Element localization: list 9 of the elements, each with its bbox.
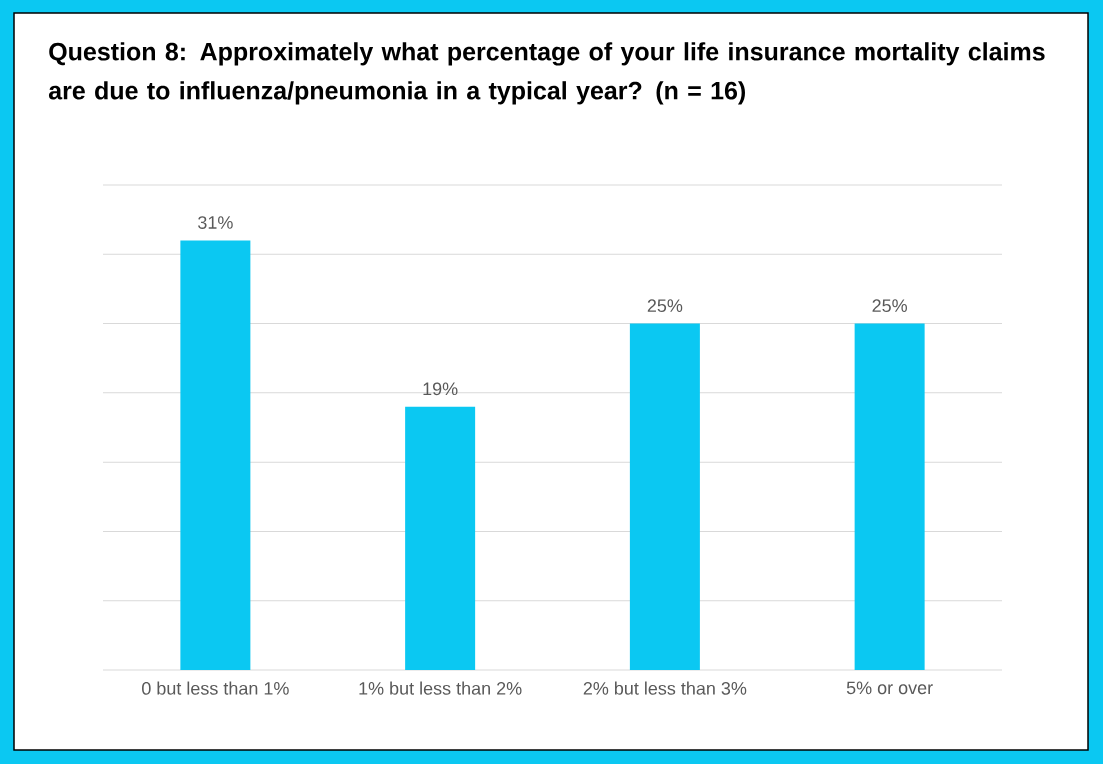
x-tick-label: 0 but less than 1% xyxy=(142,681,289,695)
data-label: 19% xyxy=(423,382,458,396)
data-label: 25% xyxy=(647,299,683,313)
x-tick-label: 2% but less than 3% xyxy=(583,681,747,695)
data-label: 25% xyxy=(872,299,907,313)
data-label: 31% xyxy=(198,216,233,229)
chart-title: Question 8: Approximately what percentage of your life insurance mortality claims are due to influenza/pneumonia in a typical year? (n = 16) xyxy=(48,42,1045,105)
x-tick-label: 1% but less than 2% xyxy=(359,681,522,695)
x-tick-label: 5% or over xyxy=(846,681,933,695)
